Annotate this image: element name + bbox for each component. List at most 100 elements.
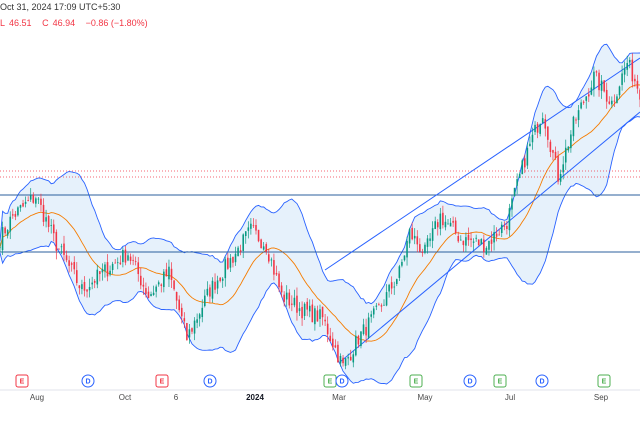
candle-body: [457, 236, 460, 242]
candle-body: [175, 291, 178, 301]
candle-body: [582, 101, 585, 103]
candle-body: [227, 257, 229, 269]
event-label: E: [498, 379, 503, 386]
candle-body: [495, 233, 498, 237]
x-axis-label: Oct: [119, 393, 132, 402]
candle-body: [321, 306, 324, 318]
earnings-marker[interactable]: E: [155, 374, 169, 388]
candle-body: [73, 262, 76, 270]
candle-body: [65, 255, 68, 261]
candle-body: [462, 240, 465, 246]
candle-body: [303, 303, 306, 316]
candle-body: [554, 151, 557, 158]
candle-body: [580, 102, 582, 109]
candle-body: [380, 305, 383, 307]
candle-body: [516, 179, 518, 186]
chart-header-timestamp: Oct 31, 2024 17:09 UTC+5:30: [0, 2, 121, 12]
event-label: E: [414, 379, 419, 386]
candle-body: [91, 282, 93, 285]
candle-body: [488, 240, 490, 250]
candle-body: [483, 239, 485, 252]
candle-body: [477, 239, 480, 246]
dividend-marker[interactable]: D: [535, 374, 549, 388]
candle-body: [513, 187, 516, 197]
earnings-badge: [597, 374, 611, 388]
candle-body: [547, 126, 549, 140]
candle-body: [367, 317, 370, 338]
candle-body: [22, 203, 24, 207]
candle-body: [383, 304, 385, 306]
earnings-marker[interactable]: E: [409, 374, 423, 388]
candle-body: [196, 319, 198, 323]
candle-body: [55, 231, 58, 251]
candle-body: [518, 174, 521, 179]
candle-body: [239, 250, 242, 252]
earnings-badge: [409, 374, 423, 388]
candle-body: [29, 195, 32, 200]
candle-body: [283, 294, 285, 302]
candle-body: [12, 214, 14, 216]
earnings-badge: [15, 374, 29, 388]
dividend-marker[interactable]: D: [463, 374, 477, 388]
candle-body: [634, 78, 636, 82]
candle-body: [306, 301, 308, 310]
earnings-marker[interactable]: E: [15, 374, 29, 388]
earnings-marker[interactable]: E: [323, 374, 337, 388]
candle-body: [406, 240, 408, 258]
candle-body: [472, 241, 475, 243]
candle-body: [572, 116, 575, 137]
parallel-channel[interactable]: [324, 57, 640, 363]
candle-body: [188, 329, 191, 338]
candle-body: [347, 357, 349, 359]
candle-body: [337, 344, 339, 363]
candle-body: [124, 249, 127, 263]
candle-body: [390, 282, 393, 289]
candle-body: [613, 100, 616, 102]
candle-body: [45, 217, 47, 222]
candle-body: [396, 279, 398, 285]
candle-body: [244, 231, 247, 237]
candle-body: [480, 239, 483, 245]
upper-band: [0, 43, 640, 305]
time-axis[interactable]: Aug Oct 6 2024 Mar May Jul Sep: [0, 389, 640, 402]
close-value: C 46.94: [42, 18, 76, 28]
candle-body: [339, 355, 342, 364]
candle-body: [524, 158, 526, 168]
candle-body: [265, 244, 268, 252]
candle-body: [454, 220, 457, 234]
candle-body: [88, 286, 91, 291]
event-label: D: [339, 379, 344, 386]
candle-body: [595, 71, 598, 73]
x-axis-label: Sep: [594, 393, 609, 402]
candle-body: [288, 292, 291, 306]
candle-body: [155, 286, 157, 292]
x-axis-label: Jul: [505, 393, 515, 402]
candle-body: [96, 269, 99, 285]
dividend-marker[interactable]: D: [81, 374, 95, 388]
event-label: E: [602, 379, 607, 386]
candle-body: [467, 234, 470, 241]
dividend-marker[interactable]: D: [203, 374, 217, 388]
candle-body: [360, 331, 362, 347]
candle-body: [296, 295, 298, 313]
earnings-marker[interactable]: E: [597, 374, 611, 388]
earnings-marker[interactable]: E: [493, 374, 507, 388]
candle-body: [342, 357, 344, 364]
candle-body: [285, 292, 288, 300]
candle-body: [436, 222, 439, 228]
candle-body: [444, 221, 447, 228]
candle-body: [526, 147, 529, 166]
candle-body: [590, 87, 593, 95]
candle-body: [403, 255, 406, 261]
candle-body: [255, 225, 257, 231]
candle-body: [99, 271, 101, 275]
dividend-marker[interactable]: D: [335, 374, 349, 388]
candle-body: [114, 262, 116, 264]
candle-body: [611, 100, 613, 105]
candle-body: [308, 305, 311, 312]
candle-body: [183, 318, 186, 322]
candle-body: [216, 280, 219, 289]
earnings-badge: [155, 374, 169, 388]
